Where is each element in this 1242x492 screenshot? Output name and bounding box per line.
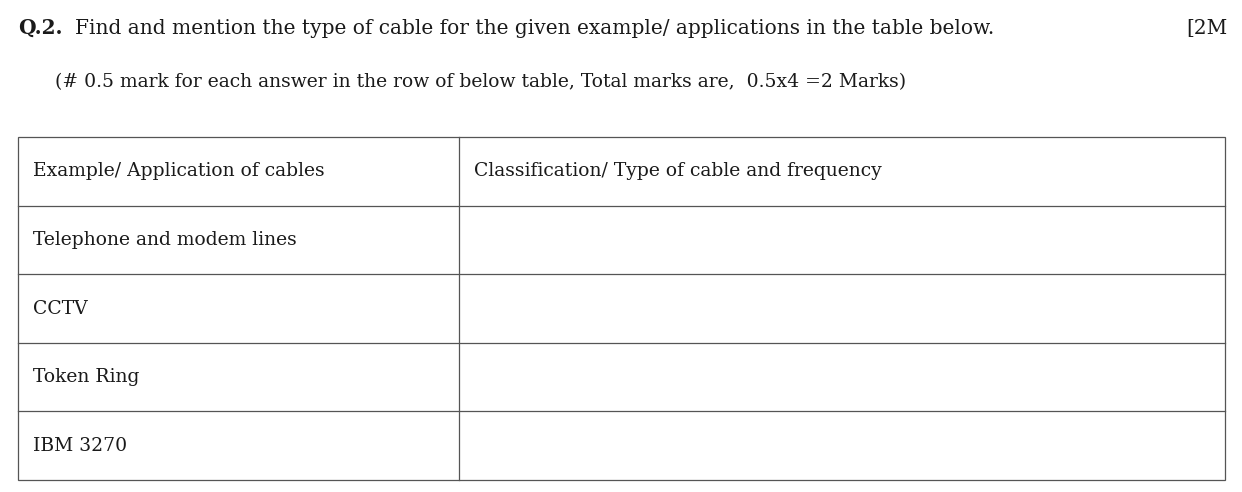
Text: (# 0.5 mark for each answer in the row of below table, Total marks are,  0.5x4 =: (# 0.5 mark for each answer in the row o… <box>55 73 907 91</box>
Text: Q.2.: Q.2. <box>17 18 62 38</box>
Text: Example/ Application of cables: Example/ Application of cables <box>34 162 324 180</box>
Text: Classification/ Type of cable and frequency: Classification/ Type of cable and freque… <box>473 162 882 180</box>
Bar <box>17 137 1225 480</box>
Text: Telephone and modem lines: Telephone and modem lines <box>34 231 297 249</box>
Text: Token Ring: Token Ring <box>34 368 139 386</box>
Text: IBM 3270: IBM 3270 <box>34 437 127 455</box>
Text: [2M: [2M <box>1187 19 1228 38</box>
Text: Find and mention the type of cable for the given example/ applications in the ta: Find and mention the type of cable for t… <box>75 19 995 38</box>
Text: CCTV: CCTV <box>34 300 88 317</box>
